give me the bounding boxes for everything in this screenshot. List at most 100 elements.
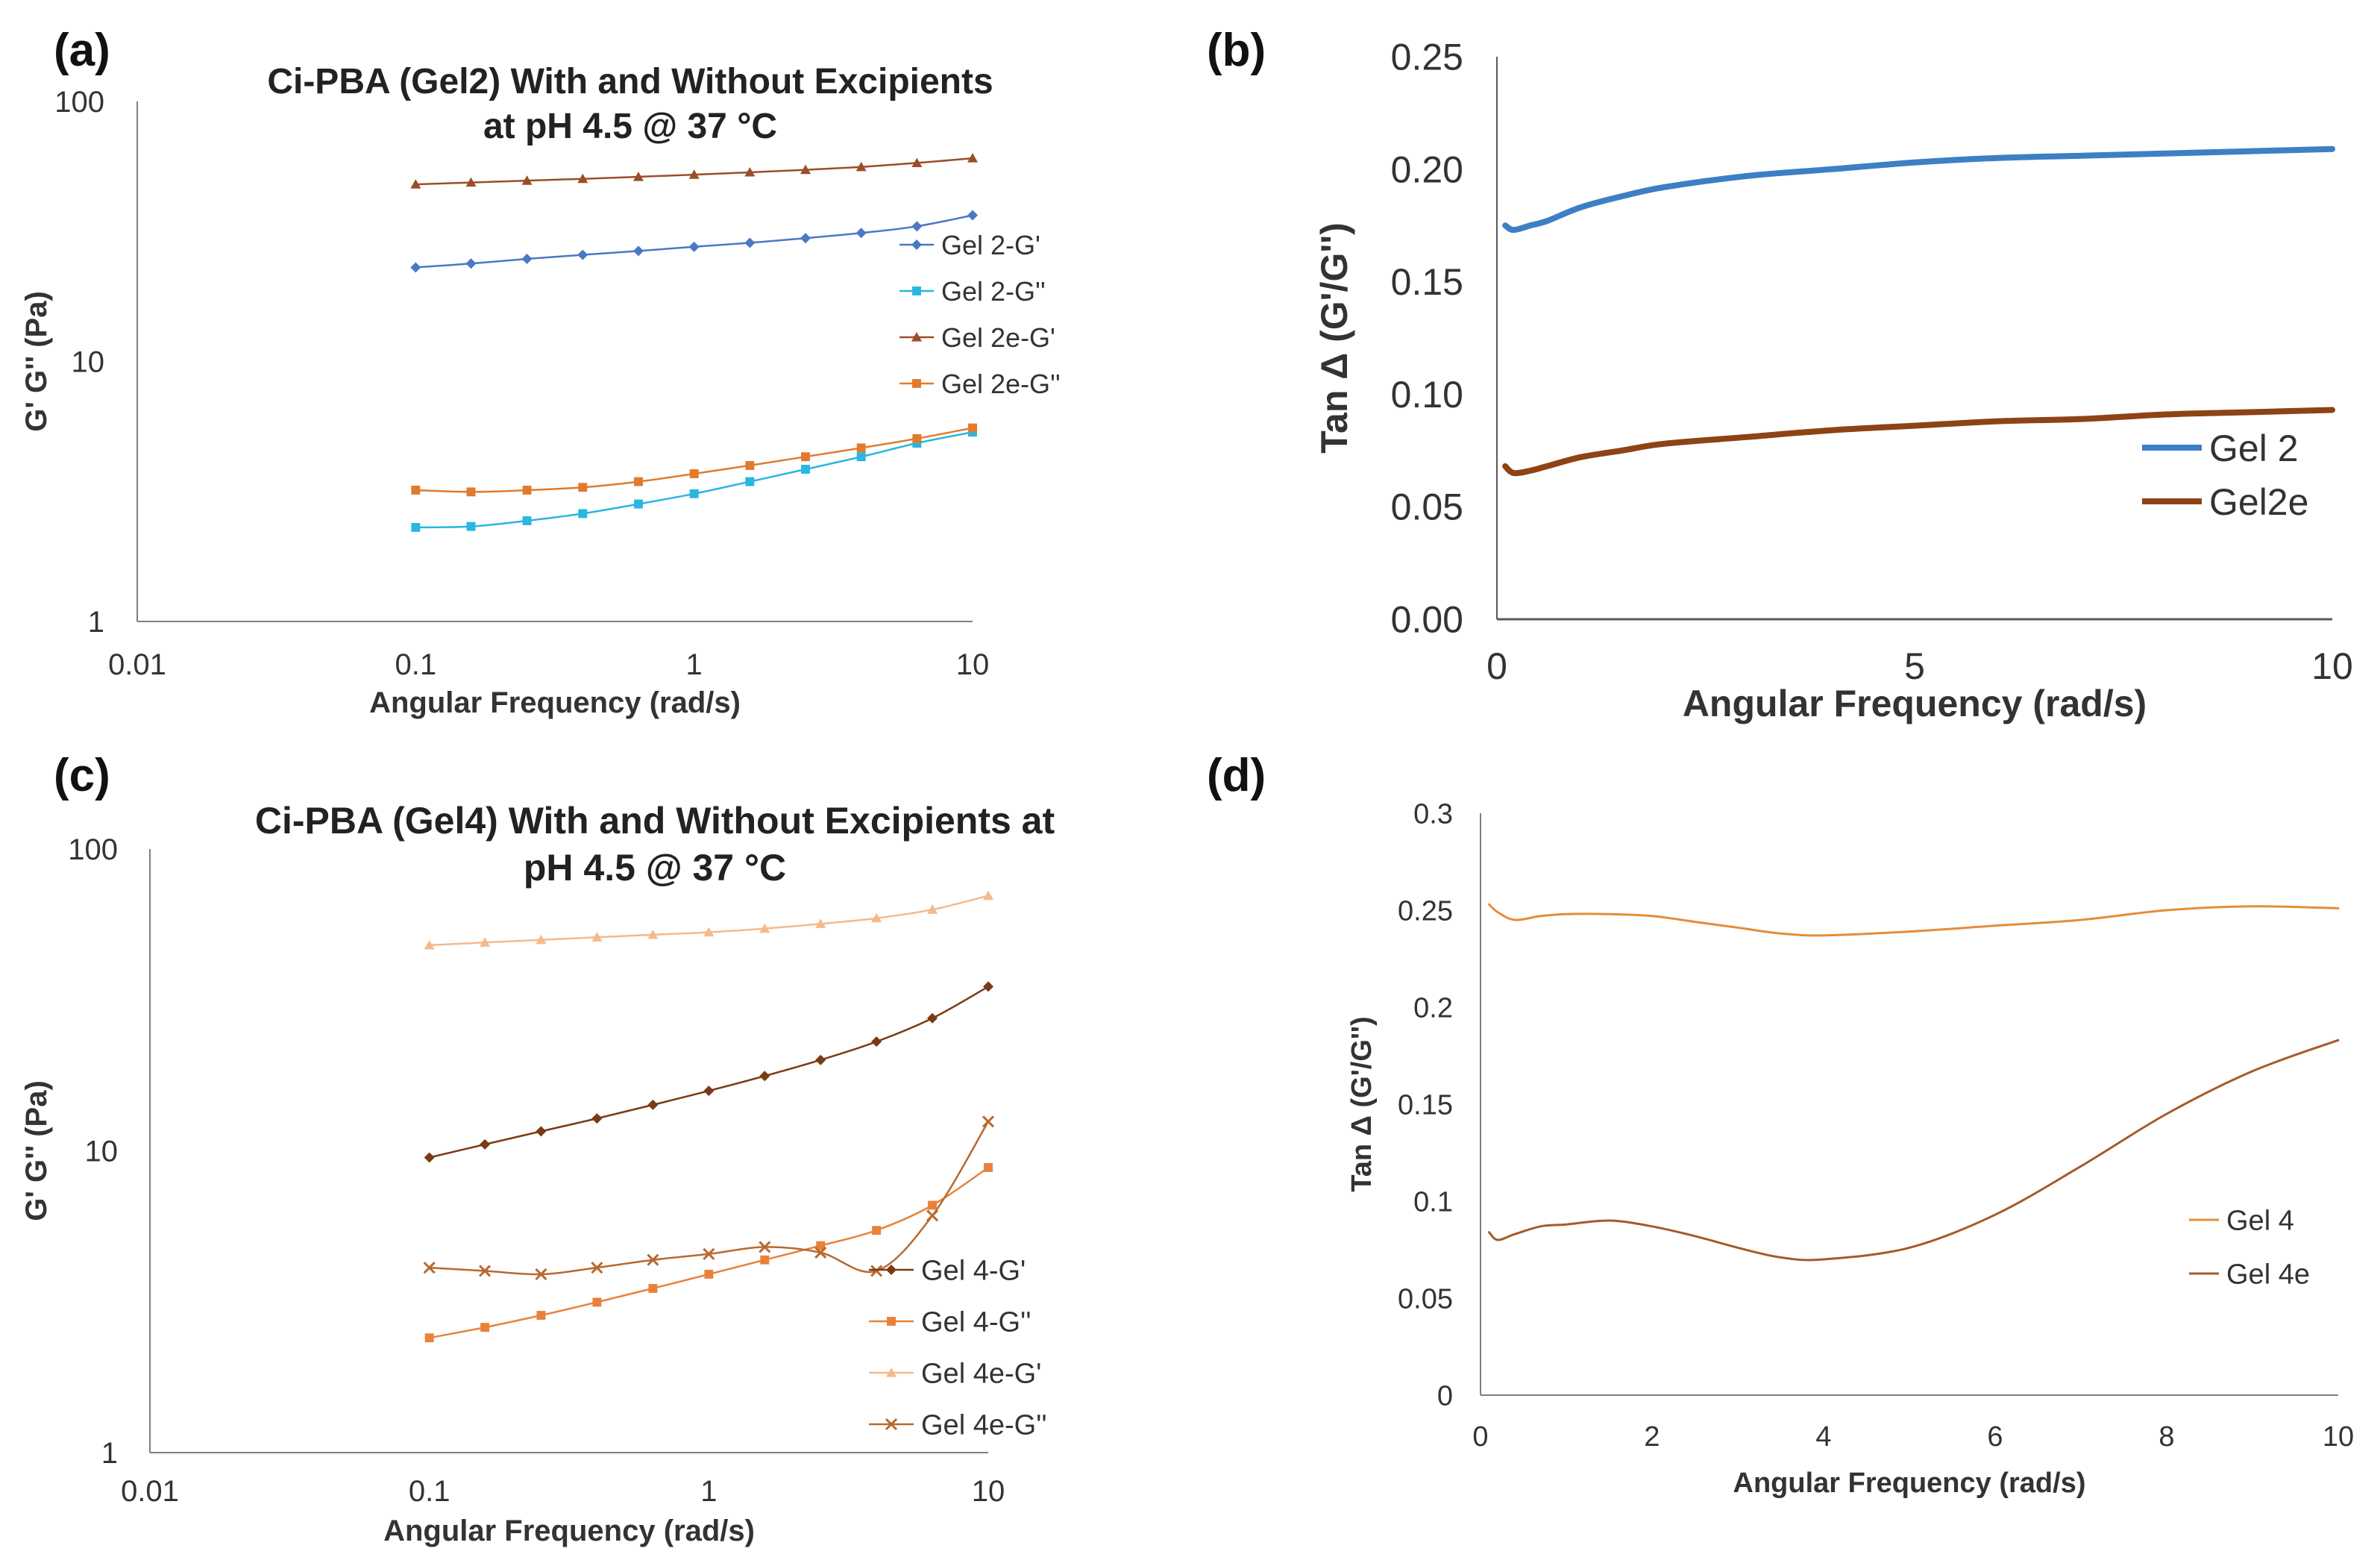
data-point bbox=[688, 169, 700, 179]
x-tick-label: 0.1 bbox=[395, 648, 437, 681]
x-tick-label: 4 bbox=[1815, 1421, 1831, 1453]
panel-c-chart: (c) Ci-PBA (Gel4) With and Without Excipi… bbox=[20, 750, 1055, 1547]
x-tick-label: 0.1 bbox=[409, 1475, 450, 1508]
data-point bbox=[535, 1268, 547, 1280]
legend-marker bbox=[911, 239, 922, 250]
series-line bbox=[1502, 145, 2335, 234]
data-point bbox=[536, 1126, 547, 1137]
data-point bbox=[634, 477, 643, 486]
y-tick-label: 0.1 bbox=[1413, 1186, 1453, 1218]
legend-label: Gel 4-G'' bbox=[921, 1307, 1032, 1338]
x-tick-label: 10 bbox=[972, 1475, 1005, 1508]
x-tick-label: 1 bbox=[700, 1475, 717, 1508]
x-axis-label: Angular Frequency (rad/s) bbox=[1683, 683, 2147, 724]
series-line bbox=[428, 1121, 990, 1276]
panel-d-chart: (d) 0 2 4 6 8 10 0 0.05 0.1 0.15 0.2 0.25 0.3 Angular … bbox=[1207, 750, 2354, 1499]
data-point bbox=[522, 486, 532, 495]
x-tick-label: 10 bbox=[2311, 645, 2353, 687]
y-tick-label: 0.3 bbox=[1413, 798, 1453, 830]
data-point bbox=[410, 262, 421, 273]
x-tick-label: 0.01 bbox=[108, 648, 166, 681]
series-line bbox=[1488, 903, 2340, 937]
data-point bbox=[744, 237, 756, 248]
legend-marker bbox=[911, 332, 922, 342]
data-point bbox=[410, 179, 421, 189]
data-point bbox=[465, 177, 477, 187]
data-point bbox=[968, 423, 977, 433]
legend: Gel 2-G' Gel 2-G'' Gel 2e-G' Gel 2e-G'' bbox=[899, 230, 1061, 399]
data-point bbox=[927, 1012, 938, 1024]
data-point bbox=[814, 1246, 827, 1259]
legend-label: Gel 4e bbox=[2226, 1259, 2310, 1291]
legend-label: Gel 2e-G' bbox=[941, 322, 1055, 353]
data-point bbox=[591, 932, 603, 942]
data-point bbox=[759, 923, 770, 933]
y-tick-label: 10 bbox=[85, 1136, 119, 1168]
data-point bbox=[815, 1054, 826, 1065]
data-point bbox=[521, 254, 533, 265]
legend-label: Gel 2-G'' bbox=[941, 276, 1046, 307]
data-point bbox=[424, 939, 435, 950]
data-point bbox=[466, 522, 476, 531]
y-tick-label: 0.15 bbox=[1398, 1089, 1453, 1121]
series-3 bbox=[424, 890, 993, 950]
data-point bbox=[411, 486, 421, 495]
legend-marker bbox=[885, 1418, 898, 1431]
x-tick-label: 8 bbox=[2158, 1421, 2174, 1453]
data-point bbox=[816, 1241, 826, 1250]
y-tick-label: 0.05 bbox=[1391, 486, 1463, 528]
data-point bbox=[703, 1247, 715, 1260]
data-point bbox=[856, 443, 866, 453]
panel-a-chart: (a) Ci-PBA (Gel2) With and Without Excipi… bbox=[20, 25, 1061, 719]
legend-item: Gel 2-G'' bbox=[899, 276, 1046, 307]
data-point bbox=[703, 1086, 715, 1097]
legend-label: Gel 2 bbox=[2209, 427, 2299, 469]
data-point bbox=[982, 1115, 995, 1128]
legend-marker bbox=[912, 286, 921, 295]
x-tick-label: 6 bbox=[1987, 1421, 2003, 1453]
data-point bbox=[647, 929, 659, 939]
x-tick-label: 0 bbox=[1472, 1421, 1488, 1453]
data-point bbox=[633, 245, 644, 257]
data-point bbox=[815, 918, 826, 928]
data-point bbox=[634, 499, 643, 509]
data-point bbox=[872, 1226, 882, 1235]
series-1 bbox=[424, 981, 993, 1163]
x-tick-label: 2 bbox=[1644, 1421, 1660, 1453]
legend: Gel 4-G' Gel 4-G'' Gel 4e-G' Gel 4e-G'' bbox=[869, 1256, 1047, 1441]
data-point bbox=[521, 175, 533, 185]
y-tick-label: 0.00 bbox=[1391, 599, 1463, 641]
legend-item: Gel 2-G' bbox=[899, 230, 1040, 260]
data-point bbox=[800, 233, 811, 244]
series-line bbox=[1502, 407, 2335, 477]
x-axis-label: Angular Frequency (rad/s) bbox=[383, 1515, 755, 1547]
legend-marker bbox=[912, 379, 921, 388]
data-point bbox=[424, 1152, 435, 1163]
data-point bbox=[759, 1241, 771, 1253]
y-tick-label: 0.10 bbox=[1391, 374, 1463, 416]
x-tick-label: 10 bbox=[2323, 1421, 2354, 1453]
legend-item: Gel 4e bbox=[2189, 1259, 2310, 1291]
data-point bbox=[704, 1269, 714, 1279]
legend-label: Gel 2-G' bbox=[941, 230, 1040, 260]
data-point bbox=[592, 1297, 602, 1307]
legend-label: Gel 4e-G' bbox=[921, 1359, 1041, 1390]
x-tick-label: 5 bbox=[1904, 645, 1925, 687]
legend-item: Gel 2e-G' bbox=[899, 322, 1055, 353]
data-point bbox=[522, 516, 532, 525]
legend-item: Gel 4 bbox=[2189, 1206, 2294, 1237]
legend-item: Gel 4-G'' bbox=[869, 1307, 1032, 1338]
data-point bbox=[479, 1265, 492, 1277]
chart-title-line-1: Ci-PBA (Gel4) With and Without Excipient… bbox=[255, 800, 1055, 842]
data-point bbox=[871, 1036, 882, 1047]
series-2 bbox=[424, 1163, 993, 1343]
data-point bbox=[983, 981, 993, 992]
data-point bbox=[800, 164, 811, 175]
y-tick-label: 0.15 bbox=[1391, 261, 1463, 303]
y-tick-label: 10 bbox=[72, 346, 105, 379]
x-tick-label: 1 bbox=[686, 648, 703, 681]
legend-marker bbox=[886, 1368, 897, 1377]
data-point bbox=[911, 221, 923, 232]
